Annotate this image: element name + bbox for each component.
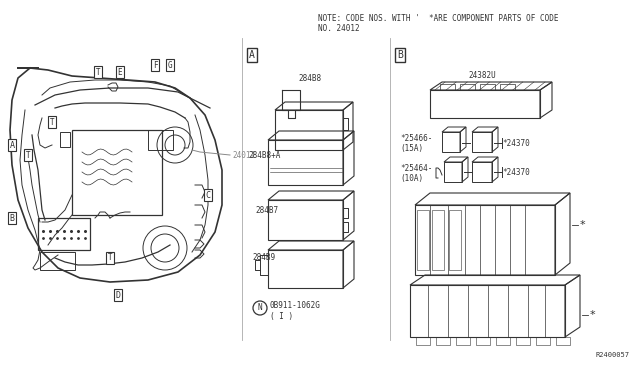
Text: NOTE: CODE NOS. WITH '  *ARE COMPONENT PARTS OF CODE: NOTE: CODE NOS. WITH ' *ARE COMPONENT PA… bbox=[318, 14, 559, 23]
Text: T: T bbox=[50, 118, 54, 126]
Text: F: F bbox=[153, 61, 157, 70]
Text: A: A bbox=[10, 141, 15, 150]
Text: B: B bbox=[397, 50, 403, 60]
Text: T: T bbox=[108, 253, 112, 263]
Bar bbox=[432, 210, 444, 270]
Bar bbox=[417, 210, 429, 270]
Bar bbox=[268, 140, 343, 185]
Text: E: E bbox=[118, 67, 122, 77]
Bar bbox=[38, 218, 90, 250]
Bar bbox=[40, 252, 75, 270]
Bar bbox=[449, 210, 461, 270]
Text: 24382U: 24382U bbox=[468, 71, 496, 80]
Text: 284B7: 284B7 bbox=[255, 205, 278, 215]
Text: N: N bbox=[258, 304, 262, 312]
Text: R2400057: R2400057 bbox=[596, 352, 630, 358]
Text: 24012: 24012 bbox=[232, 151, 255, 160]
Text: *25466-: *25466- bbox=[400, 134, 433, 142]
Bar bbox=[275, 110, 343, 150]
Bar bbox=[60, 132, 70, 147]
Bar bbox=[268, 200, 343, 240]
Text: T: T bbox=[96, 67, 100, 77]
Bar bbox=[148, 130, 173, 150]
Text: 284B9: 284B9 bbox=[252, 253, 275, 263]
Text: NO. 24012: NO. 24012 bbox=[318, 24, 360, 33]
Text: *25464-: *25464- bbox=[400, 164, 433, 173]
Text: *: * bbox=[590, 310, 596, 320]
Text: 284B8: 284B8 bbox=[298, 74, 321, 83]
Bar bbox=[410, 285, 565, 337]
Bar bbox=[268, 250, 343, 288]
Text: (15A): (15A) bbox=[400, 144, 423, 153]
Text: ( I ): ( I ) bbox=[270, 311, 293, 321]
Bar bbox=[430, 90, 540, 118]
Bar bbox=[415, 205, 555, 275]
Text: G: G bbox=[168, 61, 172, 70]
Text: 0B911-1062G: 0B911-1062G bbox=[270, 301, 321, 311]
Text: B: B bbox=[10, 214, 15, 222]
Text: T: T bbox=[26, 151, 30, 160]
Bar bbox=[472, 162, 492, 182]
Text: C: C bbox=[205, 190, 211, 199]
Bar bbox=[444, 162, 462, 182]
Text: *24370: *24370 bbox=[502, 138, 530, 148]
Text: A: A bbox=[249, 50, 255, 60]
Bar bbox=[472, 132, 492, 152]
Bar bbox=[72, 130, 162, 215]
Text: *24370: *24370 bbox=[502, 167, 530, 176]
Text: 284B8+A: 284B8+A bbox=[248, 151, 280, 160]
Text: (10A): (10A) bbox=[400, 173, 423, 183]
Bar bbox=[442, 132, 460, 152]
Text: *: * bbox=[580, 220, 586, 230]
Text: D: D bbox=[115, 291, 120, 299]
